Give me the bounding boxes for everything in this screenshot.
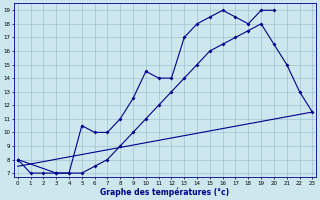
X-axis label: Graphe des températures (°c): Graphe des températures (°c)	[100, 187, 230, 197]
